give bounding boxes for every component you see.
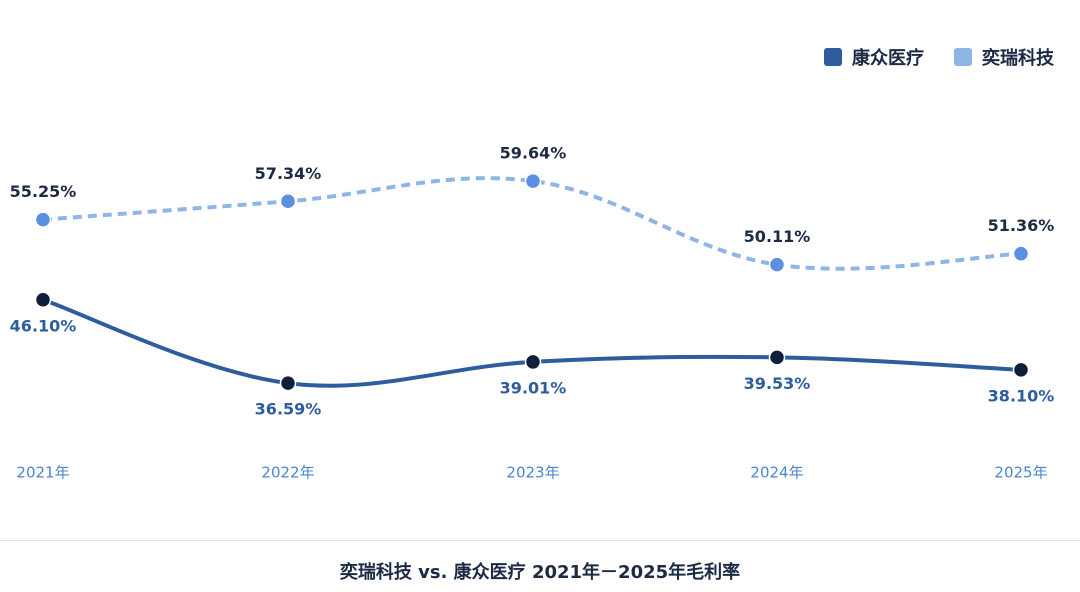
series-line-1 bbox=[42, 176, 1022, 271]
x-tick-label-2: 2023年 bbox=[506, 464, 559, 482]
x-tick-label-1: 2022年 bbox=[261, 464, 314, 482]
data-label-s1-4: 51.36% bbox=[988, 216, 1055, 235]
legend-item-kangzhong: 康众医疗 bbox=[824, 44, 924, 70]
data-label-s1-2: 59.64% bbox=[500, 144, 567, 163]
point-s0-0 bbox=[34, 291, 52, 309]
data-label-s0-0: 46.10% bbox=[10, 316, 77, 335]
data-label-s0-4: 38.10% bbox=[988, 386, 1055, 405]
point-s1-2 bbox=[524, 172, 542, 190]
point-s0-3 bbox=[768, 349, 786, 366]
data-label-s0-2: 39.01% bbox=[500, 378, 567, 397]
x-tick-label-0: 2021年 bbox=[16, 464, 69, 482]
legend-label-yirui: 奕瑞科技 bbox=[982, 48, 1054, 69]
point-s0-2 bbox=[524, 353, 542, 371]
point-s0-4 bbox=[1012, 361, 1030, 379]
point-s0-1 bbox=[279, 374, 297, 392]
x-tick-label-4: 2025年 bbox=[994, 464, 1047, 482]
legend-swatch-kangzhong bbox=[824, 48, 842, 66]
data-label-s0-1: 36.59% bbox=[255, 400, 322, 419]
chart-title: 奕瑞科技 vs. 康众医疗 2021年－2025年毛利率 bbox=[339, 562, 741, 583]
x-tick-label-3: 2024年 bbox=[750, 464, 803, 482]
series-line-0 bbox=[42, 297, 1022, 388]
data-label-s1-3: 50.11% bbox=[744, 227, 811, 246]
data-label-s1-1: 57.34% bbox=[255, 164, 322, 183]
point-s1-4 bbox=[1012, 245, 1030, 262]
data-label-s0-3: 39.53% bbox=[744, 374, 811, 393]
point-s1-0 bbox=[34, 211, 52, 228]
legend-label-kangzhong: 康众医疗 bbox=[852, 48, 924, 69]
data-label-s1-0: 55.25% bbox=[10, 182, 77, 201]
legend: 康众医疗 奕瑞科技 bbox=[824, 44, 1054, 70]
point-s1-3 bbox=[768, 256, 786, 273]
legend-swatch-yirui bbox=[954, 48, 972, 66]
line-chart: 55.25% 57.34% 59.64% 50.11% 51.36% 46.10% 36.5… bbox=[10, 144, 1055, 482]
legend-item-yirui: 奕瑞科技 bbox=[954, 44, 1054, 70]
point-s1-1 bbox=[279, 193, 297, 210]
divider bbox=[0, 540, 1080, 541]
